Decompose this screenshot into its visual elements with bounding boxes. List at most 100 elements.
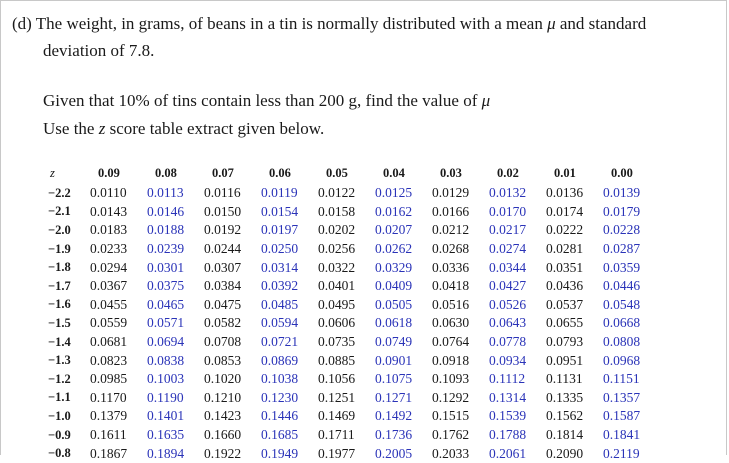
probability-cell: 0.0329 <box>375 259 413 275</box>
probability-cell: 0.1357 <box>603 389 641 405</box>
question-line-2-text: deviation of 7.8. <box>43 41 155 60</box>
probability-cell: 0.0250 <box>261 241 299 257</box>
probability-cell: 0.0618 <box>375 315 413 331</box>
probability-cell: 0.0455 <box>90 296 128 312</box>
probability-cell: 0.1210 <box>204 389 242 405</box>
probability-cell: 0.0179 <box>603 203 641 219</box>
probability-cell: 0.0853 <box>204 352 242 368</box>
probability-cell: 0.1539 <box>489 408 527 424</box>
probability-cell: 0.0526 <box>489 296 527 312</box>
probability-cell: 0.0823 <box>90 352 128 368</box>
probability-cell: 0.1814 <box>546 427 584 443</box>
probability-cell: 0.0495 <box>318 296 356 312</box>
probability-cell: 0.0228 <box>603 222 641 238</box>
probability-cell: 0.1469 <box>318 408 356 424</box>
z-value-cell: −2.1 <box>48 204 71 219</box>
probability-cell: 0.0294 <box>90 259 128 275</box>
probability-cell: 0.0314 <box>261 259 299 275</box>
probability-cell: 0.1711 <box>318 427 355 443</box>
probability-cell: 0.1151 <box>603 371 640 387</box>
probability-cell: 0.0537 <box>546 296 584 312</box>
probability-cell: 0.0594 <box>261 315 299 331</box>
probability-cell: 0.0643 <box>489 315 527 331</box>
probability-cell: 0.1949 <box>261 445 299 461</box>
probability-cell: 0.0934 <box>489 352 527 368</box>
probability-cell: 0.0582 <box>204 315 242 331</box>
column-header-0-05: 0.05 <box>326 165 348 180</box>
probability-cell: 0.1736 <box>375 427 413 443</box>
probability-cell: 0.0202 <box>318 222 356 238</box>
probability-cell: 0.0571 <box>147 315 185 331</box>
probability-cell: 0.0427 <box>489 278 527 294</box>
probability-cell: 0.0307 <box>204 259 242 275</box>
probability-cell: 0.0217 <box>489 222 527 238</box>
probability-cell: 0.0136 <box>546 185 584 201</box>
probability-cell: 0.0869 <box>261 352 299 368</box>
z-column-header: z <box>50 165 55 180</box>
probability-cell: 0.0735 <box>318 334 356 350</box>
table-row: −1.9 0.0233 0.0239 0.0244 0.0250 0.0256 0.0262… <box>48 240 660 259</box>
z-value-cell: −1.4 <box>48 334 71 349</box>
probability-cell: 0.0174 <box>546 203 584 219</box>
column-header-0-03: 0.03 <box>440 165 462 180</box>
probability-cell: 0.0143 <box>90 203 128 219</box>
z-value-cell: −1.2 <box>48 371 71 386</box>
probability-cell: 0.1788 <box>489 427 527 443</box>
mu-symbol-2: μ <box>481 91 491 110</box>
z-value-cell: −2.0 <box>48 222 71 237</box>
probability-cell: 0.0116 <box>204 185 241 201</box>
probability-cell: 0.0793 <box>546 334 584 350</box>
table-row: −2.0 0.0183 0.0188 0.0192 0.0197 0.0202 0.0207… <box>48 221 660 240</box>
probability-cell: 0.0668 <box>603 315 641 331</box>
z-table-header-row: z 0.09 0.08 0.07 0.06 0.05 0.04 0.03 0.02 0.01 0.0… <box>48 162 660 184</box>
probability-cell: 0.0239 <box>147 241 185 257</box>
column-header-0-07: 0.07 <box>212 165 234 180</box>
probability-cell: 0.0808 <box>603 334 641 350</box>
probability-cell: 0.0274 <box>489 241 527 257</box>
probability-cell: 0.1170 <box>90 389 127 405</box>
question-line-1: (d) The weight, in grams, of beans in a … <box>12 14 646 34</box>
probability-cell: 0.0192 <box>204 222 242 238</box>
probability-cell: 0.0985 <box>90 371 128 387</box>
probability-cell: 0.0301 <box>147 259 185 275</box>
probability-cell: 0.0129 <box>432 185 470 201</box>
probability-cell: 0.0606 <box>318 315 356 331</box>
probability-cell: 0.0183 <box>90 222 128 238</box>
table-row: −1.3 0.0823 0.0838 0.0853 0.0869 0.0885 0.0901… <box>48 351 660 370</box>
probability-cell: 0.0150 <box>204 203 242 219</box>
probability-cell: 0.1423 <box>204 408 242 424</box>
table-row: −1.2 0.0985 0.1003 0.1020 0.1038 0.1056 0.1075… <box>48 370 660 389</box>
probability-cell: 0.1922 <box>204 445 242 461</box>
probability-cell: 0.1841 <box>603 427 641 443</box>
probability-cell: 0.1314 <box>489 389 527 405</box>
column-header-0-04: 0.04 <box>383 165 405 180</box>
z-value-cell: −0.8 <box>48 446 71 461</box>
table-row: −1.7 0.0367 0.0375 0.0384 0.0392 0.0401 0.0409… <box>48 277 660 296</box>
probability-cell: 0.1562 <box>546 408 584 424</box>
probability-cell: 0.1894 <box>147 445 185 461</box>
probability-cell: 0.0655 <box>546 315 584 331</box>
mu-symbol: μ <box>547 14 556 33</box>
probability-cell: 0.0139 <box>603 185 641 201</box>
probability-cell: 0.0516 <box>432 296 470 312</box>
z-value-cell: −0.9 <box>48 427 71 442</box>
probability-cell: 0.0146 <box>147 203 185 219</box>
probability-cell: 0.0256 <box>318 241 356 257</box>
probability-cell: 0.1230 <box>261 389 299 405</box>
probability-cell: 0.0113 <box>147 185 184 201</box>
table-row: −1.0 0.1379 0.1401 0.1423 0.1446 0.1469 0.1492… <box>48 407 660 426</box>
probability-cell: 0.0465 <box>147 296 185 312</box>
z-value-cell: −1.0 <box>48 408 71 423</box>
probability-cell: 0.1003 <box>147 371 185 387</box>
probability-cell: 0.1685 <box>261 427 299 443</box>
probability-cell: 0.0681 <box>90 334 128 350</box>
probability-cell: 0.0344 <box>489 259 527 275</box>
probability-cell: 0.0694 <box>147 334 185 350</box>
probability-cell: 0.0749 <box>375 334 413 350</box>
probability-cell: 0.0367 <box>90 278 128 294</box>
probability-cell: 0.0166 <box>432 203 470 219</box>
probability-cell: 0.1867 <box>90 445 128 461</box>
probability-cell: 0.1379 <box>90 408 128 424</box>
question-line-4-suffix: score table extract given below. <box>109 119 325 138</box>
probability-cell: 0.0485 <box>261 296 299 312</box>
